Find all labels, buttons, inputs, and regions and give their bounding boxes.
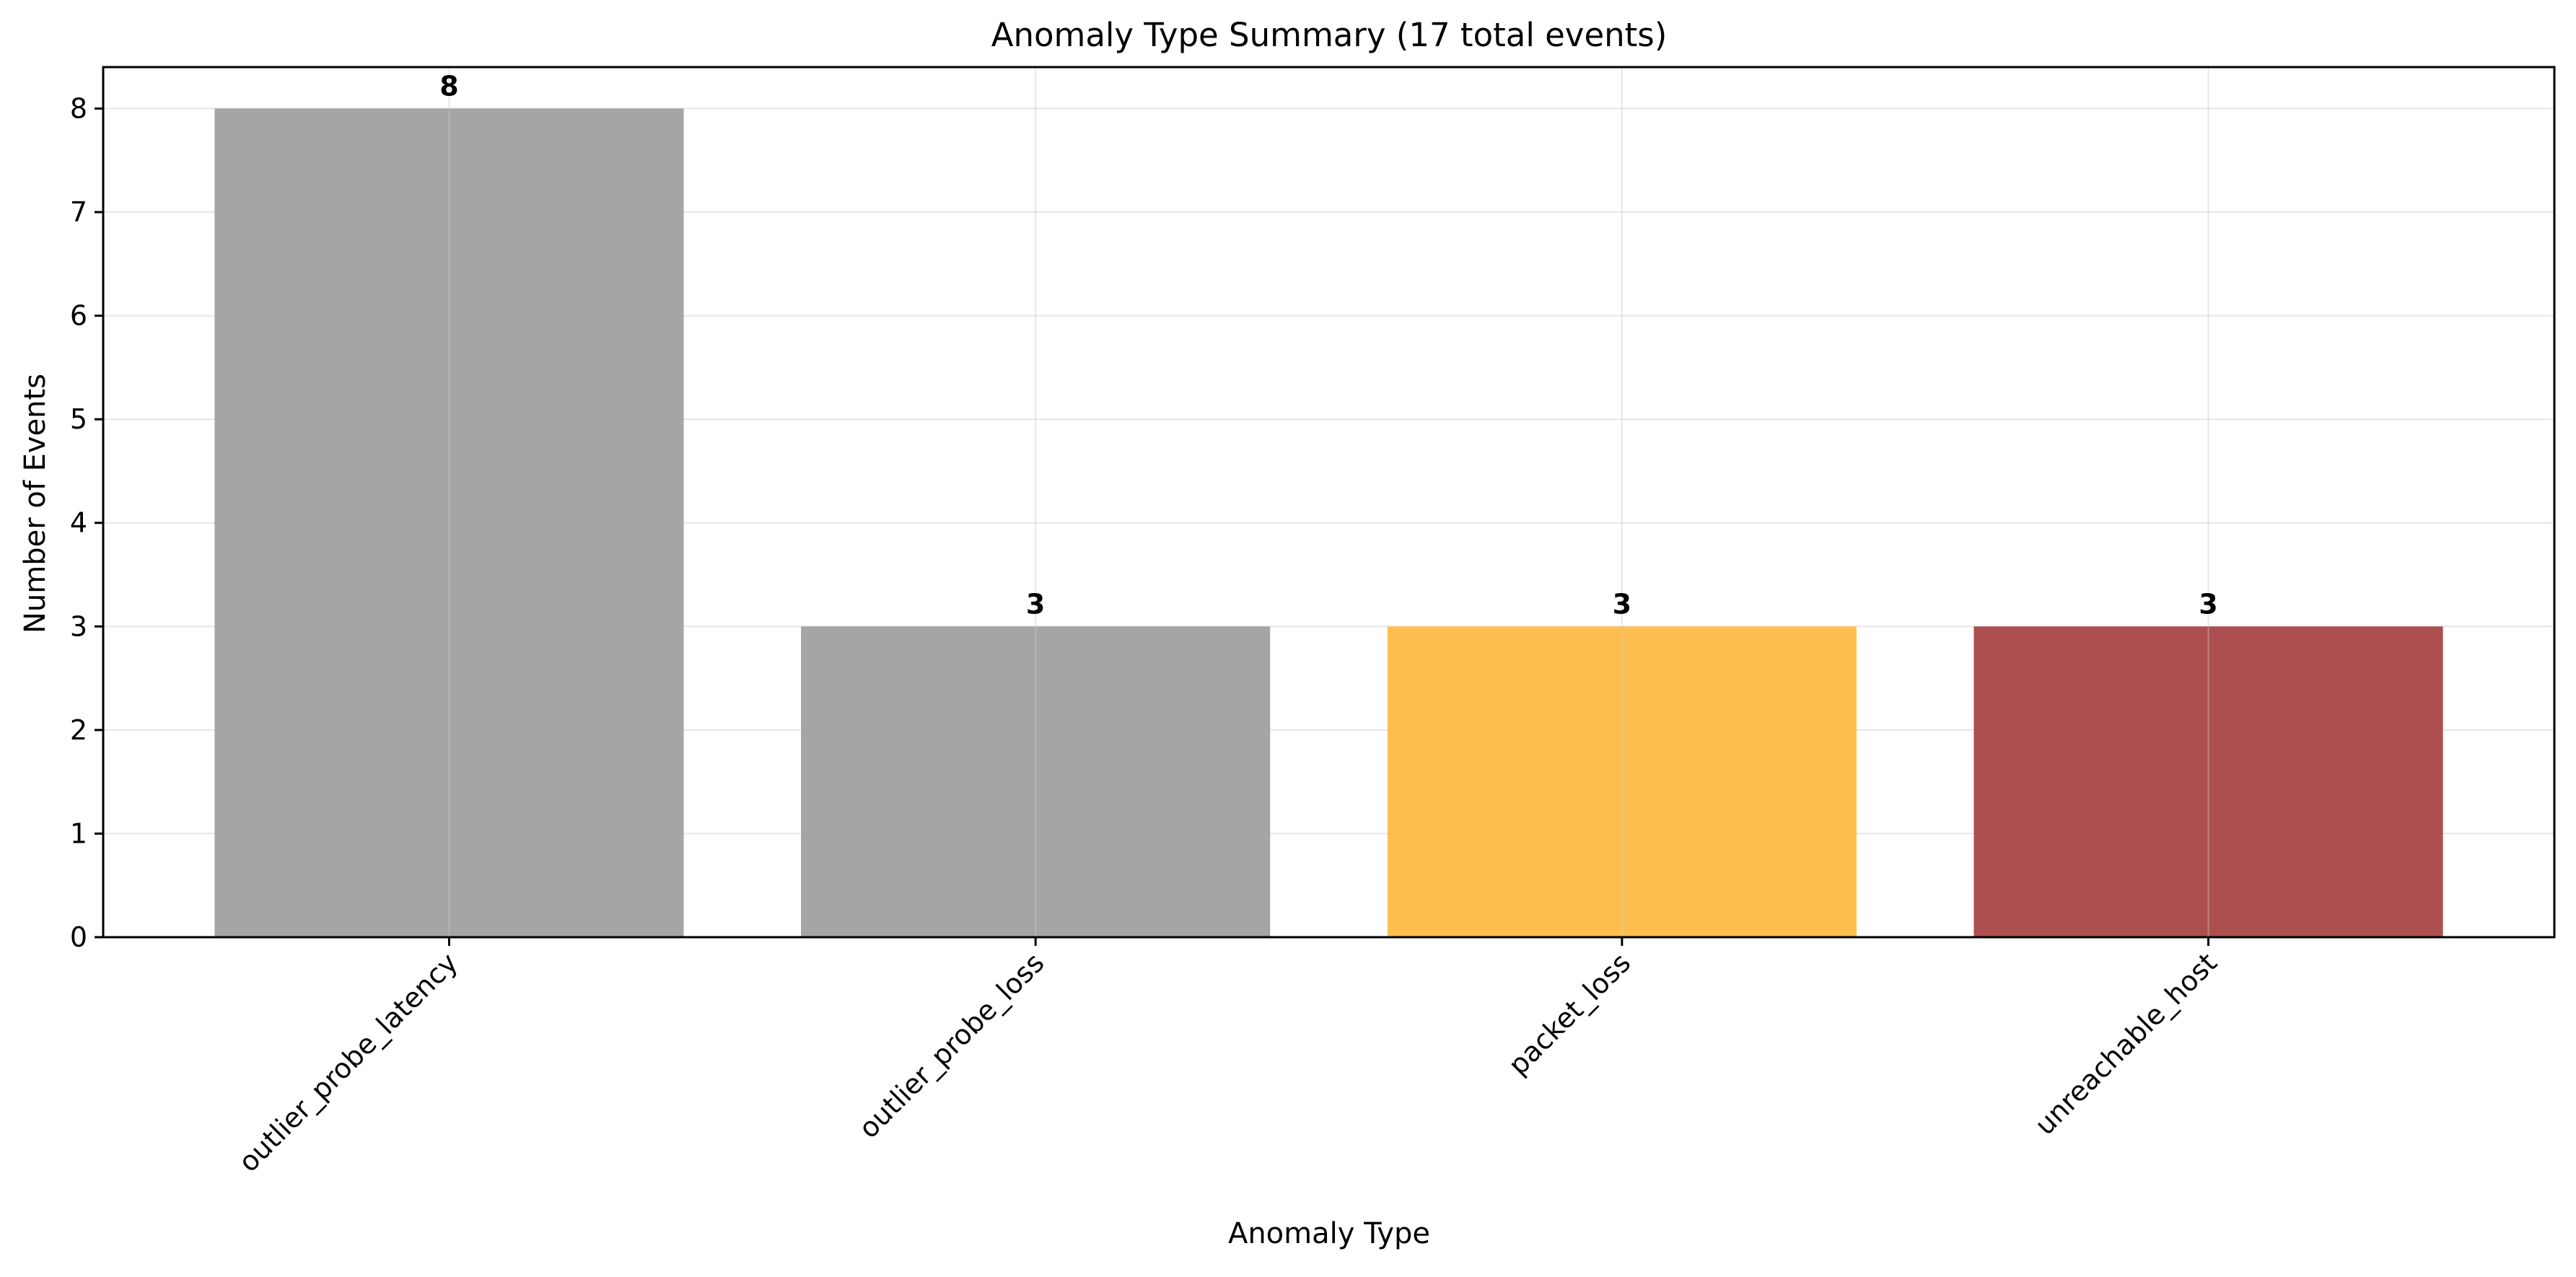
- axes-layer: [95, 66, 2556, 946]
- y-tick-label: 7: [70, 196, 87, 228]
- y-tick-label: 1: [70, 817, 87, 849]
- bar-layer: [214, 108, 2443, 937]
- y-tick-label: 8: [70, 92, 87, 124]
- bar-value-label: 8: [439, 70, 458, 102]
- y-tick-label: 4: [70, 507, 87, 539]
- bar: [214, 108, 684, 937]
- y-tick-label: 3: [70, 610, 87, 642]
- x-tick-label: unreachable_host: [2028, 947, 2222, 1141]
- chart-title: Anomaly Type Summary (17 total events): [991, 16, 1668, 54]
- y-tick-label: 2: [70, 714, 87, 746]
- y-tick-label: 0: [70, 921, 87, 953]
- x-tick-label: outlier_probe_latency: [232, 947, 464, 1178]
- bar-value-label: 3: [2199, 588, 2217, 620]
- bar: [1973, 626, 2443, 937]
- y-tick-label: 5: [70, 403, 87, 435]
- plot-frame: [102, 66, 2556, 939]
- y-tick-label: 6: [70, 300, 87, 332]
- x-grid-layer: [448, 67, 2209, 937]
- bar-value-label: 3: [1613, 588, 1631, 620]
- x-axis-label: Anomaly Type: [1228, 1217, 1430, 1250]
- bar: [1387, 626, 1857, 937]
- x-tick-label: packet_loss: [1502, 947, 1637, 1081]
- y-axis-label: Number of Events: [19, 374, 52, 633]
- bar: [801, 626, 1271, 937]
- bar-value-label: 3: [1026, 588, 1045, 620]
- x-tick-label: outlier_probe_loss: [853, 947, 1051, 1144]
